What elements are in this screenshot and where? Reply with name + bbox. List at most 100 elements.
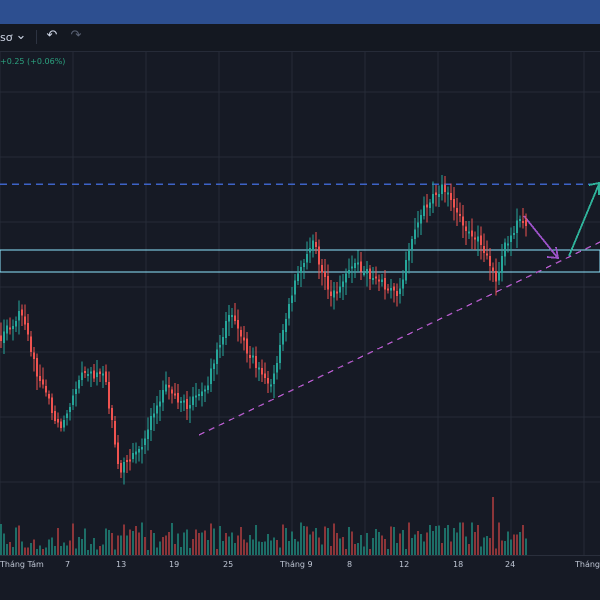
candle-body xyxy=(15,321,17,327)
candle-body xyxy=(60,421,62,428)
volume-bar xyxy=(99,545,101,555)
candle-body xyxy=(465,226,467,231)
volume-bar xyxy=(501,540,503,555)
candle-body xyxy=(450,192,452,200)
symbol-label[interactable]: sơ xyxy=(0,31,13,44)
volume-bar xyxy=(249,535,251,555)
candle-body xyxy=(36,357,38,377)
axis-label-13: 13 xyxy=(116,560,127,569)
volume-bar xyxy=(438,525,440,555)
candle-body xyxy=(66,413,68,419)
candle-body xyxy=(381,279,383,282)
axis-label-8: 8 xyxy=(347,560,353,569)
volume-bar xyxy=(213,528,215,555)
candle-body xyxy=(318,246,320,265)
volume-bar xyxy=(447,524,449,555)
redo-icon[interactable]: ↷ xyxy=(70,28,82,43)
volume-bar xyxy=(141,522,143,555)
volume-bar xyxy=(63,542,65,555)
candle-body xyxy=(27,323,29,335)
volume-bar xyxy=(276,539,278,555)
volume-bar xyxy=(240,527,242,555)
volume-bar xyxy=(15,527,17,555)
volume-bar xyxy=(66,545,68,555)
candle-body xyxy=(174,393,176,396)
volume-bar xyxy=(525,538,527,555)
candle-body xyxy=(57,419,59,423)
volume-bar xyxy=(519,532,521,555)
volume-bar xyxy=(3,533,5,555)
decline-arrow xyxy=(523,215,558,258)
candle-body xyxy=(183,400,185,403)
candle-body xyxy=(93,370,95,379)
volume-bar xyxy=(243,539,245,555)
volume-bar xyxy=(372,537,374,555)
volume-layer xyxy=(0,497,527,555)
volume-bar xyxy=(210,523,212,555)
candle-body xyxy=(69,406,71,413)
volume-bar xyxy=(351,531,353,555)
volume-bar xyxy=(84,528,86,555)
candle-body xyxy=(240,330,242,337)
volume-bar xyxy=(441,542,443,555)
candle-body xyxy=(492,267,494,272)
volume-bar xyxy=(159,541,161,555)
volume-bar xyxy=(453,528,455,555)
volume-bar xyxy=(390,526,392,555)
candle-body xyxy=(324,271,326,277)
chart-toolbar: sơ ⌄ ↶ ↷ xyxy=(0,24,600,52)
candle-layer xyxy=(0,174,527,485)
candle-body xyxy=(369,268,371,280)
candle-body xyxy=(81,372,83,380)
axis-label-19: 19 xyxy=(169,560,180,569)
candle-body xyxy=(237,320,239,329)
volume-bar xyxy=(75,548,77,555)
volume-bar xyxy=(42,548,44,555)
volume-bar xyxy=(270,540,272,555)
candle-body xyxy=(279,344,281,364)
volume-bar xyxy=(6,543,8,555)
candle-body xyxy=(387,288,389,291)
volume-bar xyxy=(348,527,350,555)
candle-body xyxy=(267,377,269,384)
candle-body xyxy=(360,261,362,272)
candle-body xyxy=(312,240,314,250)
volume-bar xyxy=(93,537,95,555)
volume-bar xyxy=(426,532,428,555)
volume-bar xyxy=(327,527,329,555)
candle-body xyxy=(99,371,101,374)
candle-body xyxy=(519,219,521,222)
candle-body xyxy=(516,220,518,234)
volume-bar xyxy=(477,525,479,555)
volume-bar xyxy=(228,536,230,555)
candle-body xyxy=(129,459,131,462)
candle-body xyxy=(192,396,194,405)
candle-body xyxy=(222,337,224,345)
candle-body xyxy=(42,379,44,385)
chevron-down-icon[interactable]: ⌄ xyxy=(15,28,27,43)
candle-body xyxy=(480,235,482,245)
candle-body xyxy=(30,336,32,353)
candle-body xyxy=(456,207,458,213)
volume-bar xyxy=(204,530,206,555)
volume-bar xyxy=(45,547,47,555)
volume-bar xyxy=(300,522,302,555)
candle-body xyxy=(525,219,527,226)
projection-arrow xyxy=(568,183,600,257)
candle-body xyxy=(159,401,161,407)
candle-body xyxy=(3,331,5,344)
volume-bar xyxy=(123,524,125,555)
candle-body xyxy=(522,220,524,223)
candle-body xyxy=(285,319,287,332)
undo-icon[interactable]: ↶ xyxy=(46,28,58,43)
candle-body xyxy=(252,355,254,358)
chart-area[interactable] xyxy=(0,52,600,555)
candle-body xyxy=(39,375,41,381)
candle-body xyxy=(270,384,272,387)
candle-body xyxy=(264,373,266,378)
candle-body xyxy=(87,374,89,377)
volume-bar xyxy=(369,549,371,555)
chart-canvas[interactable] xyxy=(0,52,600,555)
candle-body xyxy=(213,363,215,370)
candle-body xyxy=(288,303,290,319)
